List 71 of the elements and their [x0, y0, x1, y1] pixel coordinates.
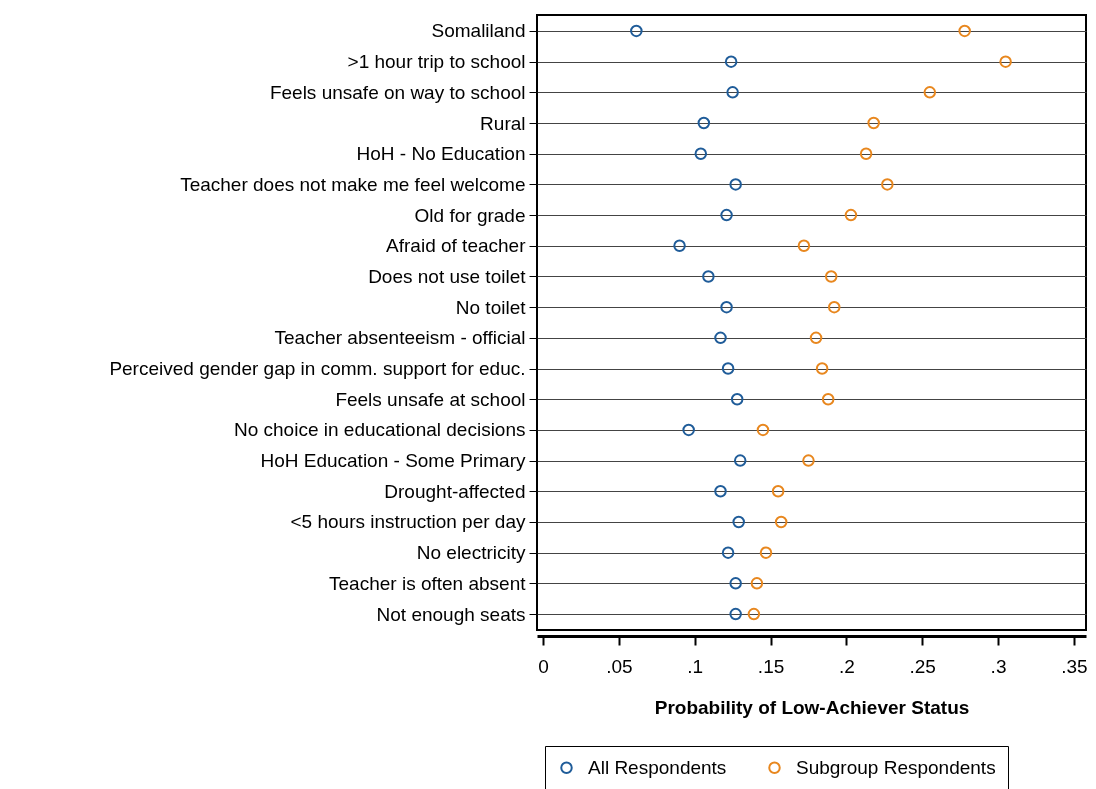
point	[721, 362, 735, 375]
point	[714, 331, 727, 345]
legend-label: All Respondents	[588, 756, 727, 778]
y-tick-label: Teacher is often absent	[329, 572, 527, 594]
point	[720, 208, 733, 222]
x-tick-label: .1	[687, 655, 704, 677]
point	[726, 86, 739, 99]
x-tick-label: 0	[538, 655, 549, 677]
point	[797, 239, 811, 253]
point	[958, 24, 971, 38]
point	[732, 515, 745, 529]
point	[724, 55, 738, 68]
point	[844, 208, 858, 222]
y-tick-label: Old for grade	[414, 204, 526, 226]
y-tick-label: <5 hours instruction per day	[290, 511, 526, 533]
point	[774, 515, 788, 529]
point	[867, 116, 880, 130]
x-tick-label: .3	[990, 655, 1007, 677]
point	[828, 300, 841, 314]
point	[730, 392, 744, 406]
point	[821, 392, 835, 406]
point	[999, 55, 1012, 68]
point	[733, 454, 747, 467]
y-tick-label: Drought-affected	[384, 480, 526, 502]
point	[881, 178, 894, 191]
y-tick-label: Rural	[480, 112, 526, 134]
point	[720, 300, 733, 314]
point	[694, 147, 708, 160]
point	[714, 485, 727, 498]
y-tick-label: Not enough seats	[376, 603, 526, 625]
point	[697, 116, 711, 130]
x-axis-title: Probability of Low-Achiever Status	[654, 696, 970, 718]
point	[747, 607, 761, 621]
point	[756, 423, 770, 437]
y-tick-label: Somaliland	[431, 20, 526, 42]
point	[673, 239, 686, 253]
x-tick-label: .25	[909, 655, 936, 677]
point	[809, 331, 823, 345]
x-tick-label: .05	[606, 655, 633, 677]
x-tick-label: .35	[1061, 655, 1088, 677]
point	[729, 607, 742, 621]
point	[802, 454, 815, 467]
y-tick-label: Afraid of teacher	[386, 235, 527, 257]
y-tick-label: No electricity	[416, 542, 526, 564]
y-tick-label: No toilet	[455, 296, 527, 318]
point	[824, 270, 838, 283]
point	[702, 270, 715, 283]
y-tick-label: No choice in educational decisions	[233, 419, 526, 441]
y-tick-label: HoH - No Education	[356, 143, 526, 165]
point	[729, 577, 742, 590]
point	[771, 485, 785, 498]
point	[859, 147, 873, 160]
point	[721, 546, 735, 559]
x-tick-label: .2	[838, 655, 855, 677]
point	[923, 86, 937, 99]
point	[750, 577, 764, 590]
y-tick-label: Feels unsafe on way to school	[269, 81, 526, 103]
legend-label: Subgroup Respondents	[796, 756, 996, 778]
point	[729, 178, 742, 191]
point	[815, 362, 829, 375]
point	[630, 24, 643, 38]
y-tick-label: >1 hour trip to school	[347, 51, 526, 73]
point	[759, 546, 773, 559]
y-tick-label: HoH Education - Some Primary	[260, 450, 526, 472]
y-tick-label: Feels unsafe at school	[335, 388, 526, 410]
y-tick-label: Teacher absenteeism - official	[274, 327, 526, 349]
point	[682, 423, 695, 437]
y-tick-label: Teacher does not make me feel welcome	[180, 173, 526, 195]
x-tick-label: .15	[757, 655, 785, 677]
y-tick-label: Perceived gender gap in comm. support for educ.	[109, 358, 526, 380]
y-tick-label: Does not use toilet	[368, 265, 527, 287]
